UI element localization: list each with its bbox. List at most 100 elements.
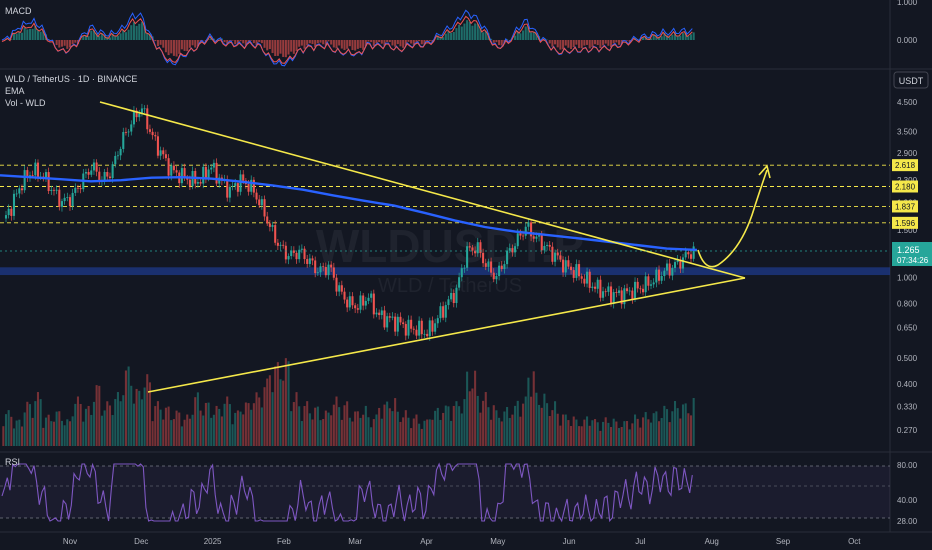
candle-body (138, 113, 141, 118)
macd-bar (327, 40, 330, 42)
macd-bar (172, 40, 175, 56)
volume-bar (436, 407, 439, 446)
candle-body (649, 284, 653, 286)
volume-bar (292, 402, 295, 446)
candle-body (4, 215, 8, 219)
macd-bar (330, 40, 333, 45)
volume-bar (511, 414, 514, 446)
candle-body (535, 236, 538, 239)
candle-body (458, 277, 461, 288)
macd-bar (551, 40, 554, 47)
volume-bar (306, 401, 309, 446)
macd-bar (223, 40, 226, 43)
macd-bar (620, 40, 623, 45)
level-labels: 2.618 2.180 1.837 1.596 (892, 159, 918, 229)
last-price-value: 1.265 (897, 245, 920, 255)
volume-bar (98, 385, 101, 446)
volume-bar (279, 379, 282, 446)
candle-body (559, 255, 562, 260)
candle-body (252, 179, 255, 193)
macd-bar (676, 35, 679, 40)
macd-bar (471, 25, 474, 40)
candle-body (681, 257, 685, 269)
candle-body (415, 329, 418, 336)
candle-body (482, 252, 485, 264)
volume-bar (180, 426, 183, 446)
candle-body (439, 306, 442, 319)
candle-body (26, 170, 29, 178)
macd-bar (226, 40, 229, 44)
macd-bar (111, 33, 114, 40)
macd-bar (452, 31, 455, 40)
candle-body (455, 287, 458, 304)
candle-body (255, 192, 258, 200)
volume-bar (220, 416, 223, 446)
macd-bar (143, 25, 146, 40)
macd-bar (284, 40, 287, 58)
volume-bar (119, 401, 122, 446)
candle-body (106, 171, 109, 177)
macd-bar (175, 40, 178, 57)
macd-bar (116, 35, 119, 40)
candle-body (468, 246, 471, 248)
macd-bar (415, 40, 418, 43)
macd-bar (604, 40, 607, 44)
volume-bar (327, 412, 330, 446)
volume-bar (602, 421, 605, 446)
macd-bar (199, 40, 202, 43)
volume-bar (39, 399, 42, 446)
volume-label: Vol - WLD (5, 98, 46, 108)
volume-bar (657, 421, 661, 446)
candle-body (343, 291, 346, 300)
currency-button[interactable] (893, 71, 929, 89)
candle-body (511, 248, 514, 253)
volume-bar (68, 421, 71, 446)
volume-bar (210, 417, 213, 446)
ema-line (0, 174, 698, 252)
ema-label: EMA (5, 86, 25, 96)
candle-body (484, 263, 487, 267)
volume-bar (628, 429, 631, 446)
volume-bar (490, 419, 493, 446)
candle-body (466, 246, 469, 268)
macd-bar (90, 30, 93, 40)
volume-bar (594, 419, 597, 446)
candle-body (378, 312, 381, 316)
volume-bar (388, 408, 391, 446)
price-pane (0, 70, 890, 450)
candle-body (202, 166, 205, 184)
candle-body (231, 186, 234, 187)
volume-bar (314, 407, 317, 446)
macd-bar (386, 40, 389, 43)
candle-body (207, 169, 210, 179)
macd-axis: 1.000 0.000 (897, 0, 918, 45)
macd-bar (588, 40, 591, 49)
candle-body (487, 261, 490, 267)
volume-bar (20, 426, 24, 446)
candle-body (492, 272, 495, 280)
macd-bar (615, 40, 618, 43)
macd-bar (527, 26, 530, 40)
candle-body (55, 189, 58, 191)
candle-body (452, 292, 455, 304)
candle-body (183, 168, 186, 178)
candle-body (570, 266, 573, 271)
volume-bar (84, 408, 87, 446)
volume-bar (604, 417, 607, 446)
volume-bar (692, 397, 695, 446)
price-tick-label: 2.900 (897, 149, 918, 158)
volume-bar (135, 388, 138, 446)
volume-bar (351, 421, 354, 446)
volume-bar (460, 413, 463, 446)
macd-bar (186, 40, 189, 52)
macd-bar (15, 33, 18, 40)
macd-bar (98, 36, 101, 40)
candle-body (332, 267, 335, 278)
fib-level-label: 2.180 (895, 182, 916, 191)
volume-bar (103, 410, 106, 446)
volume-bar (428, 419, 431, 446)
last-price-countdown: 07:34:26 (897, 256, 929, 265)
macd-bar (244, 40, 247, 46)
volume-bar (665, 409, 669, 446)
candle-body (522, 235, 525, 237)
